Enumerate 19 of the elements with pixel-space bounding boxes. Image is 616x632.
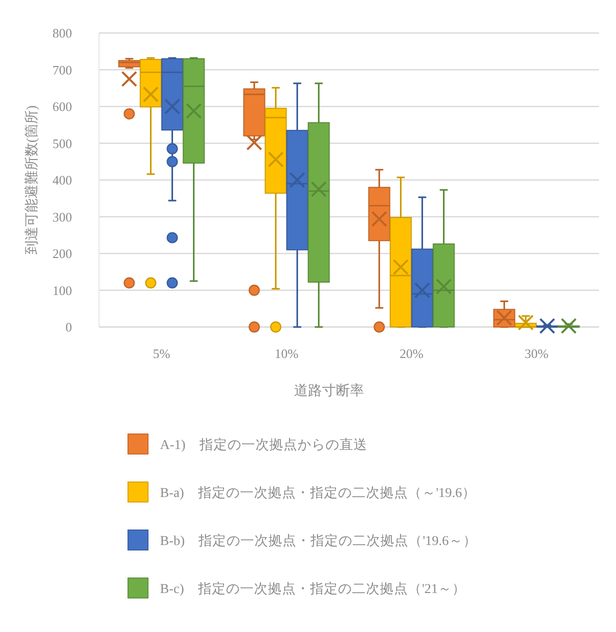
x-tick-label: 20% [400,346,424,361]
y-tick-label: 0 [66,320,72,334]
y-tick-label: 400 [52,172,72,188]
y-tick-label: 500 [52,136,72,151]
legend-label: B-a) 指定の一次拠点・指定の二次拠点（～'19.6） [160,485,476,500]
y-tick-label: 200 [52,246,72,261]
x-tick-label: 10% [274,346,299,361]
legend-label: A-1) 指定の一次拠点からの直送 [160,437,368,452]
y-axis-title: 到達可能避難所数(箇所) [24,105,40,255]
x-axis-title: 道路寸断率 [294,383,364,399]
x-tick-label: 30% [524,346,549,361]
y-tick-label: 800 [52,26,72,40]
legend-label: B-c) 指定の一次拠点・指定の二次拠点（'21～） [160,581,466,596]
legend-label: B-b) 指定の一次拠点・指定の二次拠点（'19.6～） [160,533,477,548]
x-tick-label: 5% [152,346,170,361]
y-tick-label: 700 [52,62,72,78]
y-tick-label: 600 [52,99,72,114]
y-tick-label: 100 [52,282,72,298]
y-tick-label: 300 [52,209,72,224]
